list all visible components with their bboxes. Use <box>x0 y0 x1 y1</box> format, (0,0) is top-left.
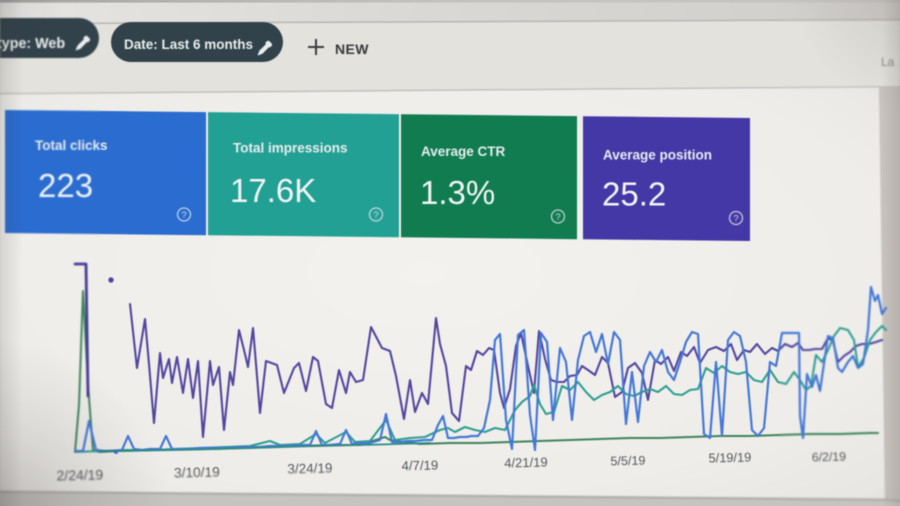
svg-text:4/21/19: 4/21/19 <box>504 455 548 471</box>
svg-text:17.6K: 17.6K <box>230 172 316 209</box>
svg-text:4/7/19: 4/7/19 <box>401 458 438 474</box>
svg-text:1.3%: 1.3% <box>420 174 495 211</box>
svg-text:?: ? <box>733 214 738 225</box>
svg-text:?: ? <box>373 210 378 221</box>
svg-text:Total impressions: Total impressions <box>233 141 348 156</box>
svg-text:?: ? <box>555 212 560 223</box>
svg-text:Date: Last 6 months: Date: Last 6 months <box>124 37 253 52</box>
svg-text:NEW: NEW <box>335 41 369 57</box>
svg-text:5/5/19: 5/5/19 <box>610 454 645 469</box>
svg-text:5/19/19: 5/19/19 <box>708 450 751 466</box>
svg-text:25.2: 25.2 <box>602 176 666 213</box>
svg-text:Average position: Average position <box>603 148 712 163</box>
svg-text:?: ? <box>181 210 186 221</box>
svg-text:Average CTR: Average CTR <box>421 144 506 159</box>
